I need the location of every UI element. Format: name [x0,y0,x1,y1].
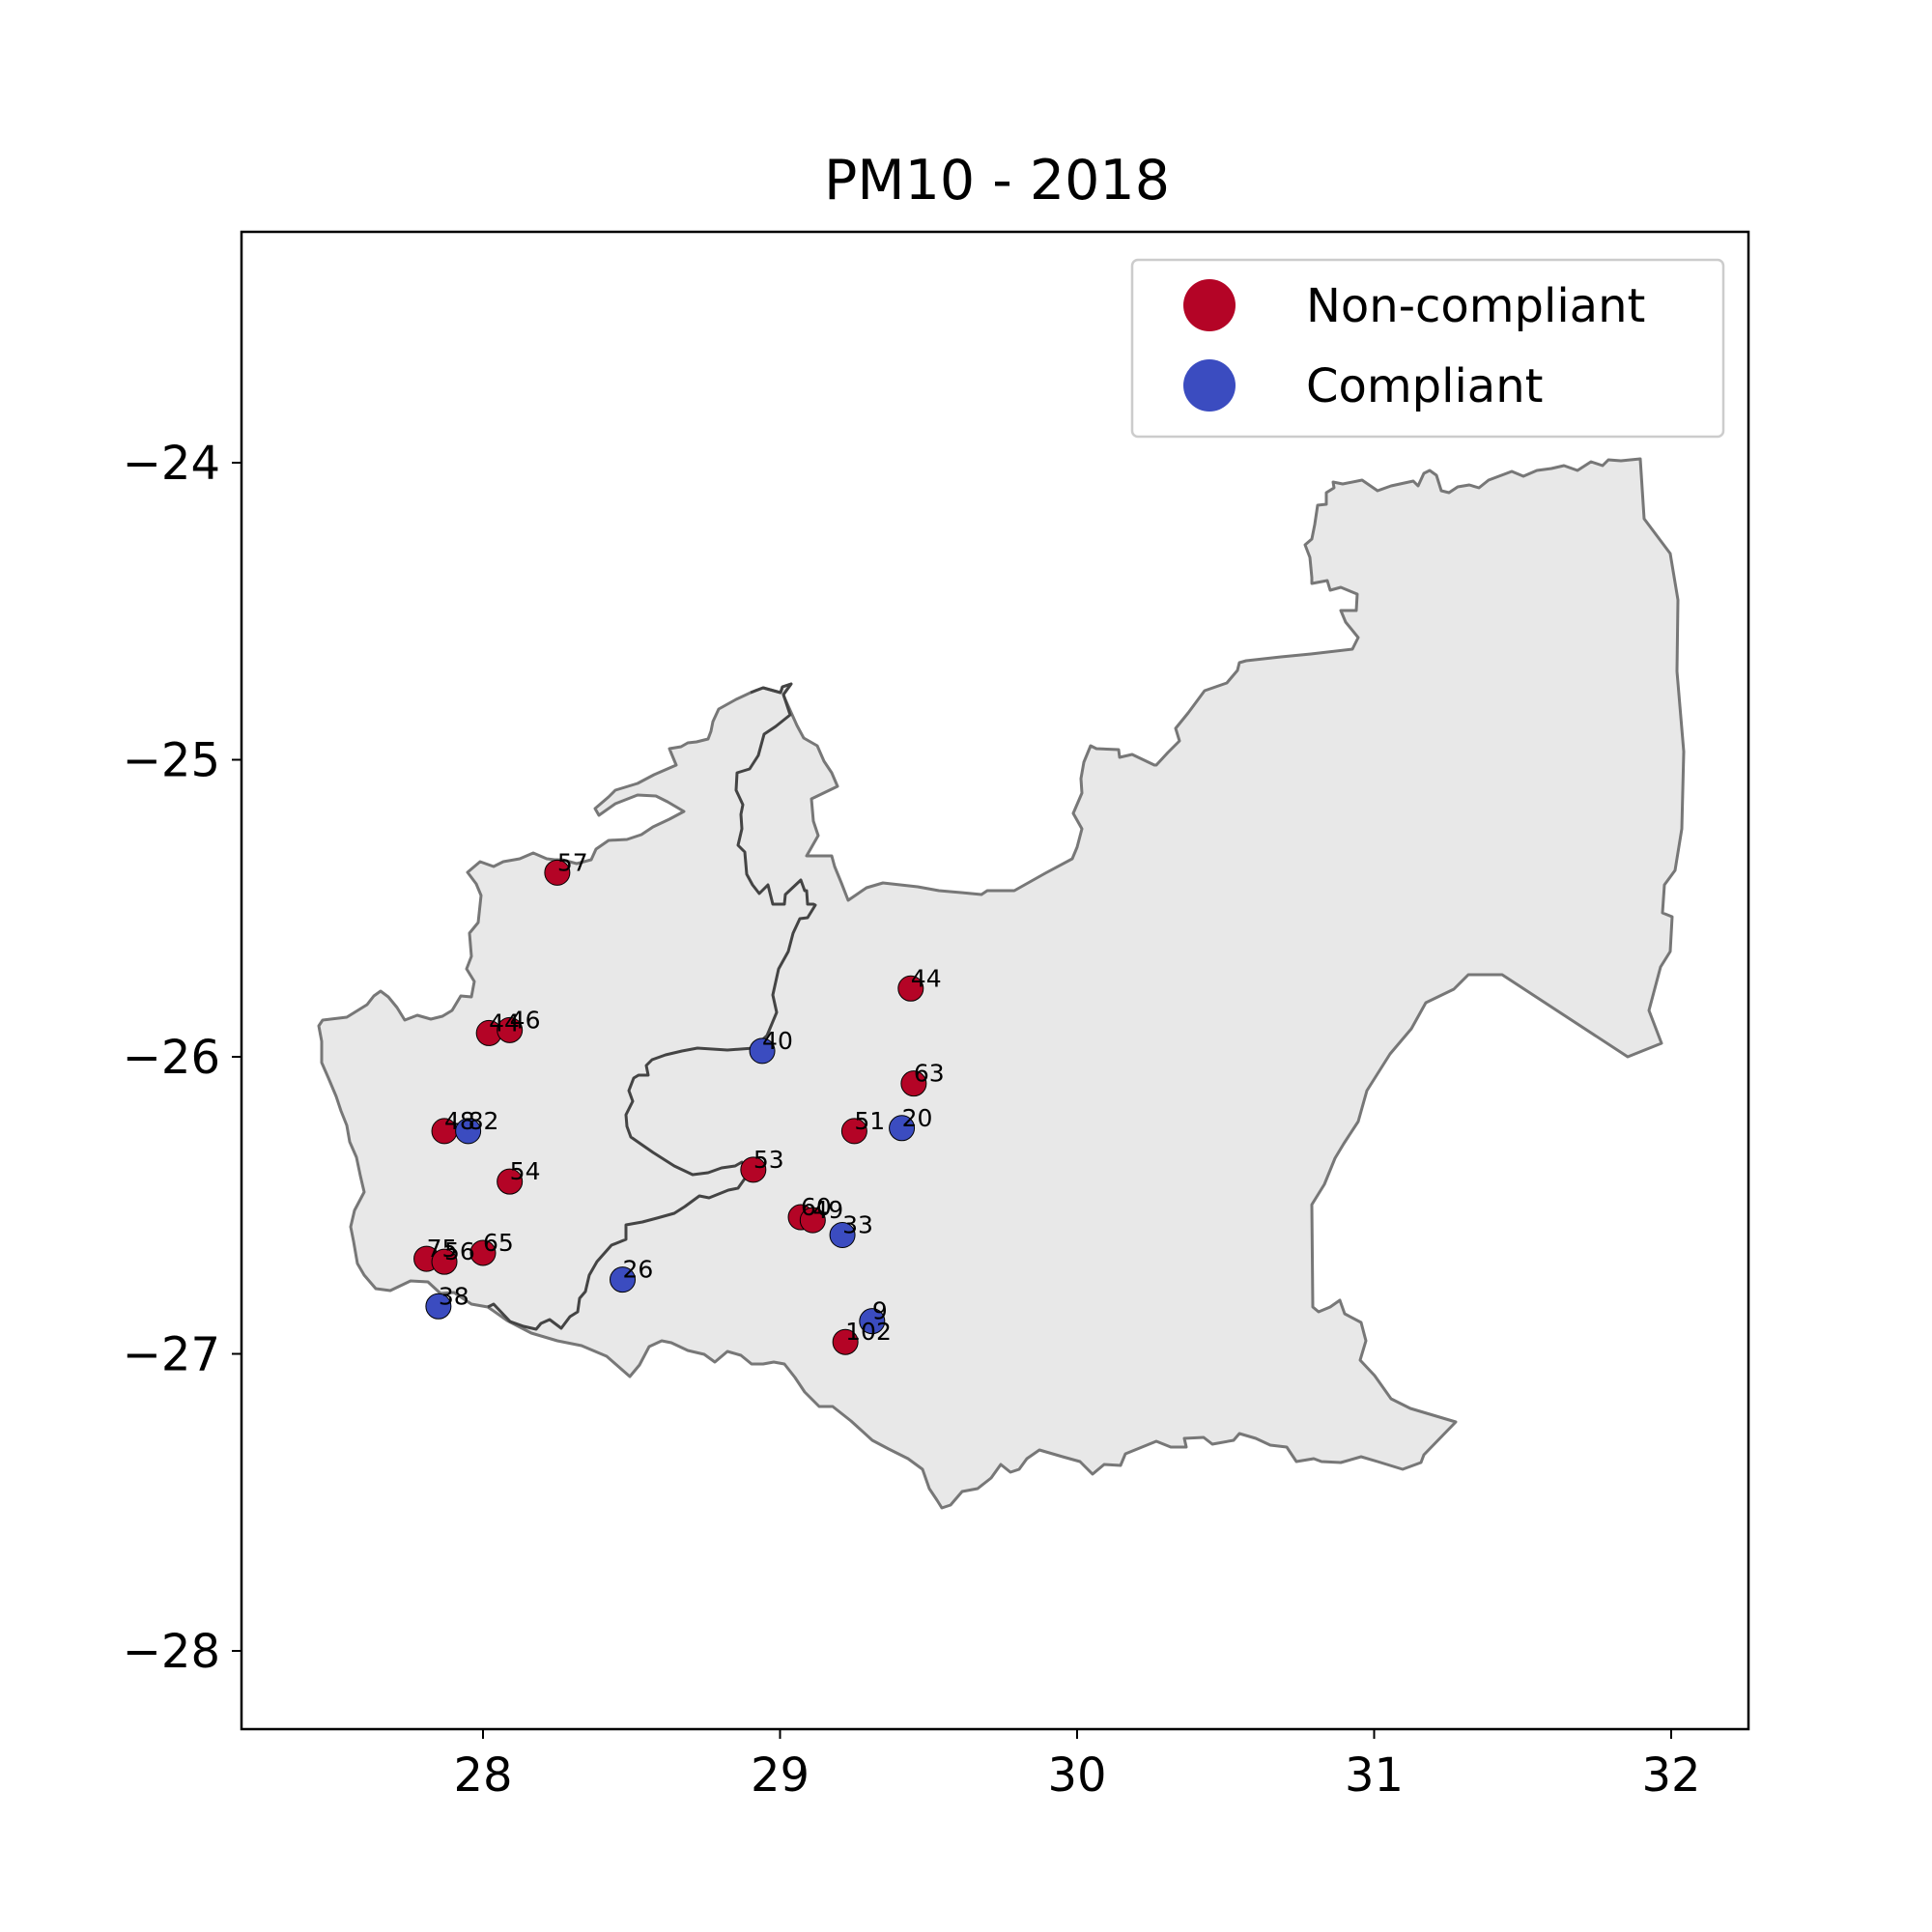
station-value-label: 53 [753,1146,784,1174]
x-tick-label: 28 [453,1748,512,1803]
station-value-label: 26 [623,1256,654,1284]
station-point-compliant [425,1293,452,1320]
station-point-non-compliant [832,1328,859,1355]
station-value-label: 20 [902,1104,933,1132]
station-point-compliant [610,1266,637,1293]
station-point-non-compliant [740,1156,767,1183]
data-points [413,859,927,1355]
station-value-label: 33 [842,1211,873,1239]
station-value-label: 63 [914,1060,945,1088]
x-tick-label: 30 [1047,1748,1106,1803]
station-point-non-compliant [897,975,924,1002]
station-value-label: 102 [845,1318,892,1346]
station-point-non-compliant [799,1207,826,1234]
station-point-non-compliant [544,859,571,886]
y-tick-label: −24 [123,437,220,491]
station-value-label: 54 [510,1157,541,1185]
station-point-non-compliant [469,1239,497,1266]
station-value-label: 9 [872,1297,888,1325]
station-point-non-compliant [900,1070,927,1097]
station-point-compliant [859,1308,886,1335]
legend-label-non-compliant: Non-compliant [1306,279,1645,333]
map-layer [317,457,1686,1510]
y-axis: −24 −25 −26 −27 −28 [123,437,242,1679]
station-value-label: 75 [427,1235,458,1263]
legend-marker-compliant [1183,359,1236,412]
station-value-label: 56 [444,1237,475,1265]
legend: Non-compliant Compliant [1130,258,1725,439]
station-value-label: 82 [469,1107,499,1135]
plot-frame [240,230,1750,1731]
station-point-non-compliant [840,1118,867,1145]
station-value-label: 60 [801,1193,832,1221]
station-value-label: 38 [439,1282,469,1310]
station-point-compliant [889,1115,916,1142]
station-value-label: 40 [762,1027,793,1055]
station-value-label: 51 [854,1107,885,1135]
station-value-label: 44 [489,1009,520,1037]
legend-box [1130,258,1725,439]
x-axis: 28 29 30 31 32 [453,1729,1701,1803]
station-value-label: 49 [812,1196,843,1224]
station-value-label: 44 [911,964,942,992]
legend-marker-non-compliant [1183,279,1236,331]
x-tick-label: 32 [1641,1748,1700,1803]
chart-title: PM10 - 2018 [824,149,1170,213]
station-point-non-compliant [497,1016,524,1043]
station-value-label: 48 [444,1107,475,1135]
station-point-compliant [749,1037,776,1065]
station-value-label: 57 [557,848,588,876]
y-tick-label: −25 [123,734,220,788]
inner-boundary [487,682,817,1331]
station-point-compliant [829,1222,856,1248]
station-value-label: 65 [483,1229,514,1257]
station-point-non-compliant [431,1248,458,1275]
x-tick-label: 29 [751,1748,810,1803]
station-value-label: 46 [510,1006,541,1034]
province-region [317,457,1686,1510]
station-point-non-compliant [497,1168,524,1195]
y-tick-label: −28 [123,1625,220,1679]
y-tick-label: −27 [123,1328,220,1382]
station-point-compliant [455,1118,482,1145]
y-tick-label: −26 [123,1031,220,1085]
x-tick-label: 31 [1345,1748,1404,1803]
legend-label-compliant: Compliant [1306,359,1543,413]
